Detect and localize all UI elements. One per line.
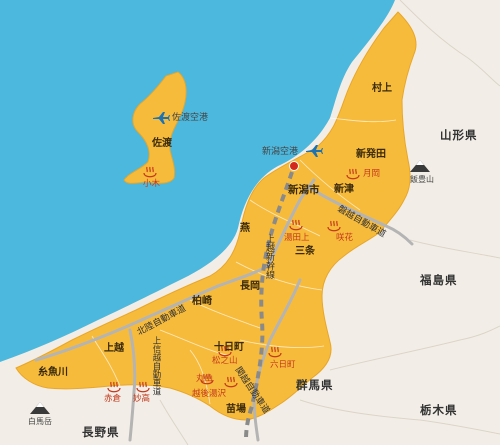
onsen-maruyama: 丸山 (196, 374, 214, 384)
pref-gunma: 群馬県 (296, 378, 334, 392)
onsen-akakura: 赤倉 (104, 394, 122, 404)
onsen-ogi: 小木 (143, 179, 161, 189)
airplane-icon (306, 145, 323, 157)
city-shibata: 新発田 (356, 149, 386, 160)
niigata-highway-link (266, 178, 316, 268)
onsen-tsukioka: 月岡 (363, 169, 381, 179)
onsen-icon (136, 381, 150, 393)
niigata-mainland (15, 11, 417, 421)
label-joshinetsu-expressway: 上信越自動車道 (151, 336, 161, 396)
iide-mountain-icon (410, 160, 430, 172)
city-naeba: 苗場 (226, 404, 246, 415)
airplane-icon (153, 112, 170, 124)
pref-nagano: 長野県 (82, 425, 120, 439)
onsen-yutagami: 湯田上 (284, 233, 310, 243)
onsen-icon (218, 345, 232, 357)
onsen-muikamachi: 六日町 (270, 360, 296, 370)
pref-yamagata: 山形県 (440, 128, 478, 142)
city-tokamachi: 十日町 (214, 342, 244, 353)
sado-island (123, 71, 187, 184)
sado-airport-label: 佐渡空港 (172, 113, 209, 123)
onsen-matsunoyama: 松之山 (212, 356, 238, 366)
joetsu-shinkansen-line (244, 171, 294, 441)
city-niigata: 新潟市 (288, 184, 320, 196)
city-sanjo: 三条 (295, 246, 315, 257)
niigata-station-dot (289, 161, 299, 171)
niigata-airport-label: 新潟空港 (262, 147, 299, 157)
onsen-sakihana: 咲花 (336, 233, 354, 243)
mountain-shirouma: 白馬岳 (28, 417, 52, 426)
onsen-myoko: 妙高 (133, 394, 151, 404)
city-tsubame: 燕 (240, 223, 250, 234)
city-murakami: 村上 (372, 83, 392, 94)
onsen-icon (268, 346, 282, 358)
shirouma-mountain-icon (30, 402, 50, 414)
city-sado: 佐渡 (152, 138, 172, 149)
onsen-icon (200, 373, 214, 385)
city-nagaoka: 長岡 (240, 281, 260, 292)
banetsu-expressway (308, 186, 414, 246)
onsen-icon (327, 220, 341, 232)
hokuriku-expressway (34, 264, 270, 362)
pref-fukushima: 福島県 (420, 273, 458, 287)
onsen-icon (346, 168, 360, 180)
onsen-icon (107, 381, 121, 393)
onsen-echigoyuzawa: 越後湯沢 (192, 389, 227, 399)
city-niitsu: 新津 (334, 184, 354, 195)
city-joetsu: 上越 (104, 343, 124, 354)
onsen-icon (143, 166, 157, 178)
pref-tochigi: 栃木県 (420, 403, 458, 417)
joshinetsu-expressway (128, 328, 137, 442)
sea (0, 0, 395, 362)
mountain-iide: 飯豊山 (410, 175, 434, 184)
label-joetsu-shinkansen: 上越新幹線 (264, 234, 274, 279)
onsen-icon (224, 376, 238, 388)
onsen-icon (289, 219, 303, 231)
city-itoigawa: 糸魚川 (38, 367, 68, 378)
city-kashiwazaki: 柏崎 (192, 296, 212, 307)
